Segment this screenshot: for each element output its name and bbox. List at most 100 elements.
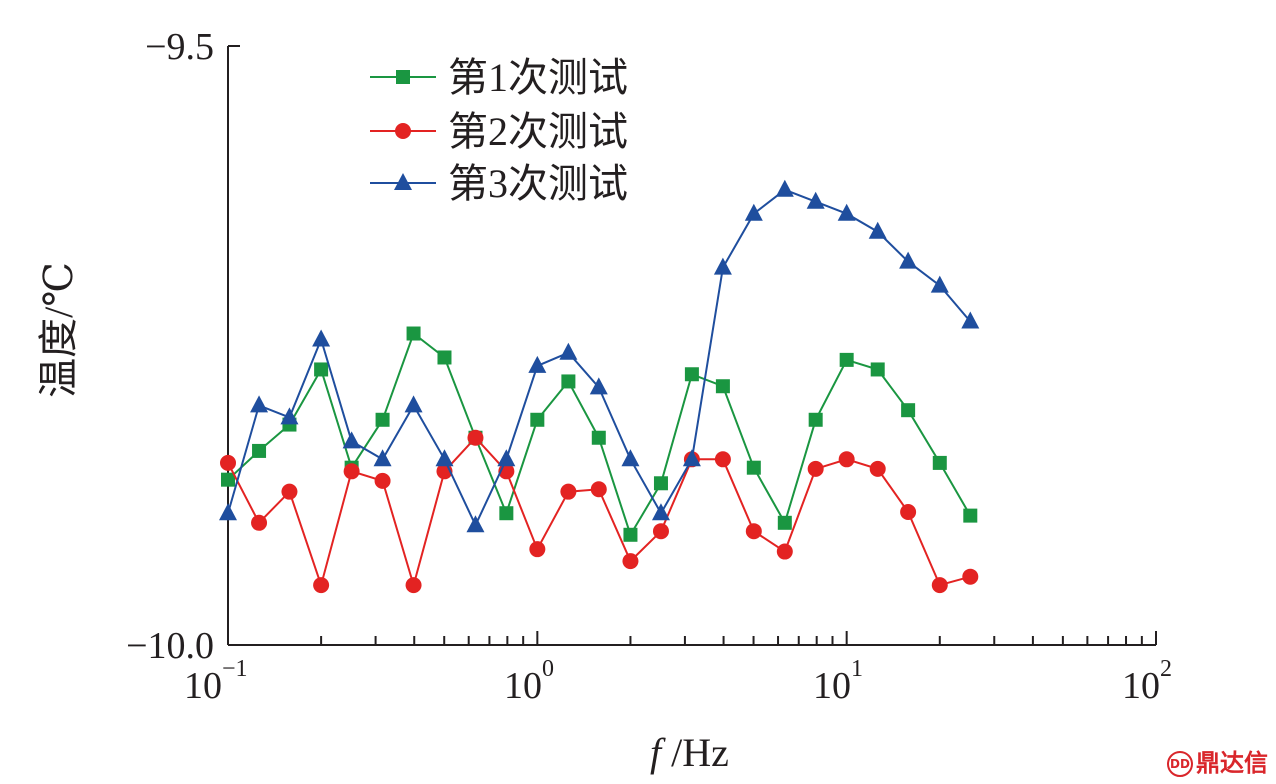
legend-item-3: 第3次测试 — [370, 161, 628, 206]
legend-label-3: 第3次测试 — [448, 161, 628, 206]
series-3-point-22 — [899, 251, 918, 269]
series-1-point-11 — [561, 374, 576, 389]
series-2-point-16 — [714, 451, 731, 468]
series-1-point-15 — [684, 367, 699, 382]
series-2-point-21 — [869, 460, 886, 477]
x-tick-label-3: 10 2 — [1122, 656, 1172, 707]
x-axis-title: f /Hz — [650, 730, 729, 775]
series-1-point-21 — [870, 362, 885, 377]
x-ticks — [227, 631, 1157, 645]
series-3-point-10 — [528, 355, 547, 373]
series-2-point-8 — [467, 429, 484, 446]
series-2-point-20 — [838, 451, 855, 468]
series-2-point-6 — [405, 577, 422, 594]
series-3-point-11 — [559, 342, 578, 360]
series-1-point-3 — [314, 362, 329, 377]
series-1-point-0 — [221, 472, 235, 487]
series-3-point-18 — [775, 179, 794, 197]
series-2-point-4 — [343, 463, 360, 480]
series-1-point-6 — [406, 326, 421, 341]
series-2-point-10 — [529, 541, 546, 558]
series-3-point-17 — [744, 203, 763, 221]
series-3-point-1 — [250, 395, 269, 413]
series-1 — [221, 326, 978, 542]
series-1-point-9 — [499, 506, 514, 521]
y-tick-label-top: −9.5 — [145, 26, 214, 68]
series-1-point-18 — [777, 515, 792, 530]
series-3-point-6 — [404, 395, 423, 413]
svg-text:10: 10 — [504, 665, 542, 707]
series-1-point-22 — [901, 403, 916, 418]
series-2-point-22 — [900, 504, 917, 521]
series-3-point-3 — [312, 329, 331, 347]
legend-item-2: 第2次测试 — [370, 109, 628, 154]
series-1-point-12 — [591, 430, 606, 445]
svg-text:10: 10 — [813, 665, 851, 707]
series-3-point-5 — [373, 449, 392, 467]
series-2-point-18 — [776, 543, 793, 560]
series-1-point-7 — [437, 350, 452, 365]
series-3-line — [227, 188, 972, 528]
series-3-point-23 — [930, 275, 949, 293]
series-3-point-2 — [280, 407, 299, 425]
series-2-point-23 — [931, 577, 948, 594]
legend-label-1: 第1次测试 — [448, 55, 628, 100]
legend: 第1次测试 第2次测试 第3次测试 — [370, 55, 628, 206]
y-tick-label-bottom: −10.0 — [126, 625, 214, 667]
series-2-point-12 — [590, 481, 607, 498]
series-1-point-17 — [746, 460, 761, 475]
y-axis-title: 温度/℃ — [36, 262, 81, 398]
series-2-point-3 — [313, 577, 330, 594]
series-3-point-14 — [651, 503, 670, 521]
series-1-point-10 — [530, 412, 545, 427]
series-2-point-24 — [962, 568, 979, 585]
x-tick-label-0: 10 −1 — [184, 656, 248, 707]
series-1-point-13 — [623, 527, 638, 542]
watermark-logo: DD — [1167, 751, 1193, 777]
plot-series — [219, 179, 980, 594]
series-1-point-23 — [932, 455, 947, 470]
svg-text:−1: −1 — [222, 656, 248, 682]
series-1-point-24 — [963, 508, 978, 523]
series-2-point-1 — [251, 514, 268, 531]
series-3-point-4 — [342, 431, 361, 449]
series-3-point-21 — [868, 221, 887, 239]
svg-text:1: 1 — [851, 656, 863, 682]
svg-text:10: 10 — [184, 665, 222, 707]
series-2-point-17 — [745, 523, 762, 540]
series-3-point-8 — [466, 515, 485, 533]
series-2-point-14 — [652, 523, 669, 540]
series-3-point-0 — [219, 503, 237, 521]
watermark-text: 鼎达信 — [1196, 749, 1268, 777]
series-3-point-16 — [713, 257, 732, 275]
watermark: DD 鼎达信 — [1167, 743, 1268, 778]
svg-text:2: 2 — [1160, 656, 1172, 682]
x-tick-label-1: 10 0 — [504, 656, 554, 707]
series-2-point-13 — [622, 553, 639, 570]
series-3-point-7 — [435, 449, 454, 467]
series-2-point-2 — [281, 483, 298, 500]
series-3-point-9 — [497, 449, 516, 467]
series-3-point-19 — [806, 191, 825, 209]
series-3-point-15 — [682, 449, 701, 467]
series-2-point-11 — [560, 483, 577, 500]
series-2-point-0 — [220, 454, 236, 471]
series-3-point-12 — [589, 377, 608, 395]
series-3-point-24 — [961, 311, 980, 329]
legend-label-2: 第2次测试 — [448, 109, 628, 154]
series-3 — [219, 179, 980, 533]
series-1-point-16 — [715, 379, 730, 394]
series-1-point-20 — [839, 352, 854, 367]
legend-item-1: 第1次测试 — [370, 55, 628, 100]
series-1-point-5 — [375, 412, 390, 427]
series-1-point-1 — [252, 443, 267, 458]
series-2 — [220, 429, 979, 594]
x-tick-label-2: 10 1 — [813, 656, 863, 707]
series-2-point-5 — [374, 472, 391, 489]
axes — [227, 45, 1157, 646]
series-2-line — [227, 436, 971, 589]
series-3-point-20 — [837, 203, 856, 221]
series-2-point-19 — [807, 460, 824, 477]
x-axis-title-unit: /Hz — [661, 730, 729, 775]
